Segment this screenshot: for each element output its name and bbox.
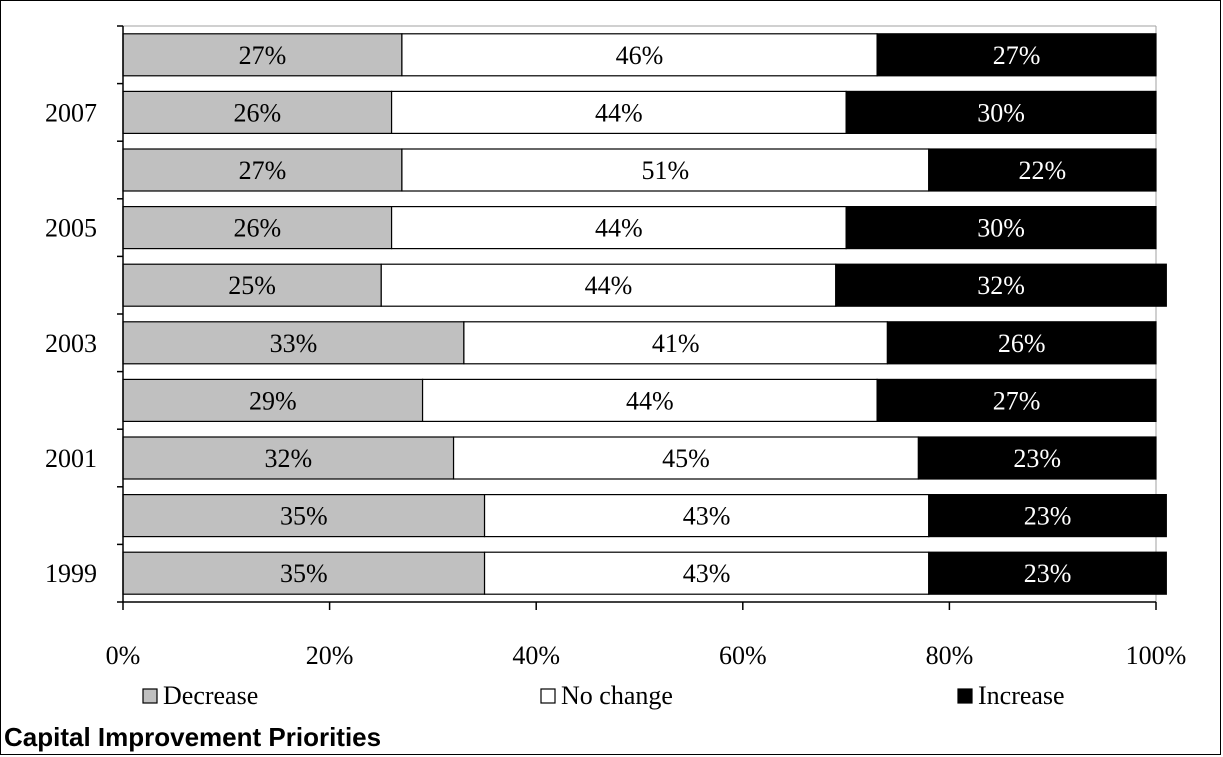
bar-increase-8 (928, 494, 1167, 538)
bar-increase-7 (917, 436, 1157, 480)
bar-decrease-7 (122, 436, 455, 480)
data-label: 26% (998, 329, 1046, 358)
y-tick-label: 2005 (45, 214, 97, 243)
bar-decrease-4 (122, 263, 382, 307)
data-label: 25% (228, 271, 276, 300)
data-label: 44% (595, 214, 643, 243)
data-label: 29% (249, 386, 297, 415)
bar-increase-4 (835, 263, 1167, 307)
bar-no-change-5 (463, 321, 889, 365)
data-label: 43% (683, 502, 731, 531)
chart-caption: Capital Improvement Priorities (4, 722, 382, 752)
bar-no-change-2 (401, 148, 930, 192)
data-label: 44% (626, 386, 674, 415)
data-label: 30% (977, 214, 1025, 243)
legend-swatch-decrease (142, 688, 158, 704)
data-label: 23% (1024, 559, 1072, 588)
data-label: 46% (616, 41, 664, 70)
x-tick-label: 80% (926, 641, 974, 670)
y-tick-label: 1999 (45, 559, 97, 588)
bar-no-change-1 (390, 90, 847, 135)
data-label: 23% (1024, 502, 1072, 531)
bar-increase-2 (928, 148, 1157, 192)
data-label: 26% (233, 214, 281, 243)
data-label: 41% (652, 329, 700, 358)
legend-swatch-increase (957, 688, 973, 704)
bar-no-change-6 (421, 378, 878, 422)
data-label: 26% (233, 98, 281, 127)
x-tick-label: 60% (719, 641, 767, 670)
bar-decrease-5 (122, 321, 465, 365)
x-tick-label: 0% (106, 641, 141, 670)
data-label: 22% (1019, 156, 1067, 185)
data-label: 44% (595, 98, 643, 127)
bar-no-change-9 (483, 551, 930, 595)
data-label: 51% (641, 156, 689, 185)
y-tick-label: 2003 (45, 329, 97, 358)
data-label: 27% (993, 41, 1041, 70)
data-label: 44% (585, 271, 633, 300)
bar-decrease-1 (122, 90, 393, 135)
data-label: 27% (239, 156, 287, 185)
legend-label: Increase (978, 681, 1065, 710)
bar-decrease-0 (122, 33, 403, 77)
bar-increase-9 (928, 551, 1167, 595)
data-label: 35% (280, 502, 328, 531)
bar-decrease-6 (122, 378, 424, 422)
x-tick-label: 100% (1126, 641, 1187, 670)
x-tick-label: 40% (512, 641, 560, 670)
legend-swatch-no-change (540, 688, 556, 704)
bar-no-change-3 (390, 206, 847, 250)
bar-no-change-7 (452, 436, 920, 480)
data-label: 32% (977, 271, 1025, 300)
bar-increase-1 (845, 90, 1157, 135)
data-label: 45% (662, 444, 710, 473)
bar-decrease-2 (122, 148, 403, 192)
data-label: 23% (1013, 444, 1061, 473)
data-label: 43% (683, 559, 731, 588)
bar-increase-3 (845, 206, 1157, 250)
data-label: 32% (264, 444, 312, 473)
data-label: 30% (977, 98, 1025, 127)
data-label: 27% (993, 386, 1041, 415)
bar-increase-0 (876, 33, 1157, 77)
bar-increase-6 (876, 378, 1157, 422)
data-label: 35% (280, 559, 328, 588)
bar-no-change-4 (380, 263, 837, 307)
y-tick-label: 2001 (45, 444, 97, 473)
y-tick-label: 2007 (45, 98, 97, 127)
legend-label: Decrease (163, 681, 258, 710)
legend-label: No change (561, 681, 673, 710)
x-tick-label: 20% (306, 641, 354, 670)
bar-no-change-8 (483, 494, 930, 538)
data-label: 27% (239, 41, 287, 70)
data-label: 33% (270, 329, 318, 358)
bar-increase-5 (886, 321, 1157, 365)
